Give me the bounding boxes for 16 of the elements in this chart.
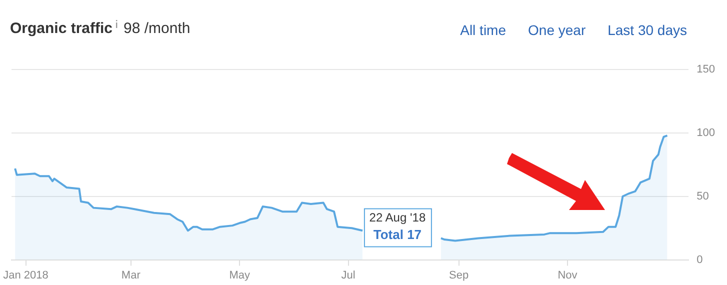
- x-tick-label: Jul: [341, 269, 356, 282]
- y-tick-label: 0: [696, 254, 703, 266]
- y-tick-label: 150: [696, 64, 716, 76]
- text: One year: [528, 22, 586, 38]
- x-tick-label: Nov: [558, 269, 578, 282]
- x-tick-label: Mar: [121, 269, 141, 282]
- chart-subtitle: 98 /month: [124, 20, 190, 37]
- y-tick-label: 50: [696, 190, 709, 202]
- chart-title: Organic traffic: [10, 20, 113, 37]
- text: All time: [460, 22, 506, 38]
- text: Last 30 days: [608, 22, 687, 38]
- y-tick-label: 100: [696, 127, 716, 140]
- x-tick-label: Jan 2018: [3, 269, 48, 282]
- x-tick-label: May: [229, 269, 250, 282]
- annotation: 22 Aug '18 Total 17: [369, 210, 426, 242]
- x-tick-label: Sep: [448, 269, 469, 282]
